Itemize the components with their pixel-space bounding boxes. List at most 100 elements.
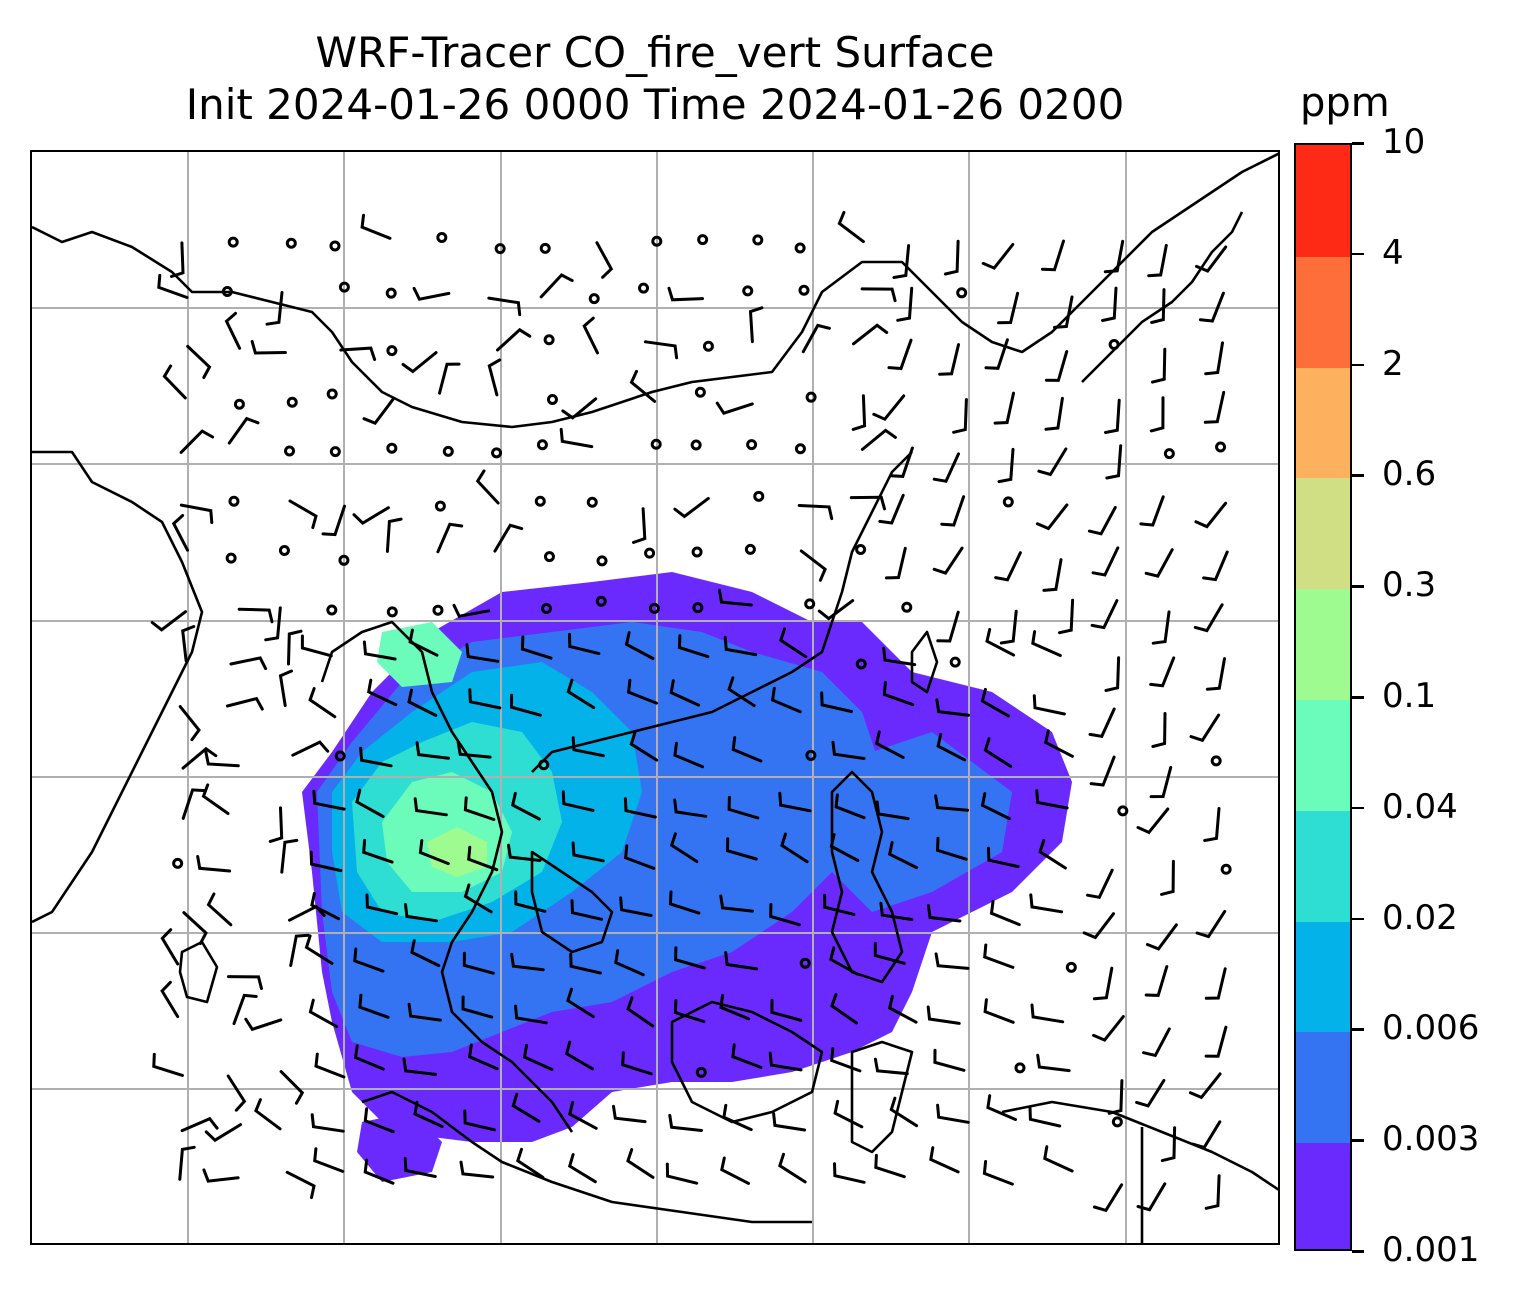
wind-barb — [475, 469, 500, 505]
wind-barb — [516, 1147, 545, 1179]
calm-wind-marker — [233, 398, 245, 410]
wind-barb — [1149, 656, 1176, 688]
wind-barb — [885, 546, 907, 580]
wind-barb — [983, 943, 1015, 969]
wind-barb — [1150, 288, 1166, 324]
plume-level-4b — [377, 622, 462, 687]
wind-barb — [1188, 1072, 1222, 1100]
wind-barb — [321, 504, 346, 537]
wind-barb — [232, 993, 258, 1026]
wind-barb — [770, 998, 803, 1022]
colorbar-tick — [1352, 252, 1364, 256]
wind-barb — [308, 998, 339, 1028]
calm-wind-marker — [1002, 496, 1014, 508]
wind-barb — [254, 1098, 282, 1131]
calm-wind-marker — [539, 242, 551, 254]
wind-barb — [837, 210, 865, 244]
wind-barb — [150, 610, 187, 632]
wind-barb — [1203, 390, 1226, 424]
wind-barb — [559, 427, 594, 449]
wind-barb — [1205, 657, 1226, 691]
wind-barb — [833, 1099, 864, 1129]
coastline-gulf-thailand — [530, 850, 614, 954]
calm-wind-marker — [695, 1066, 707, 1078]
wind-barb — [463, 883, 493, 914]
wind-barb — [1082, 912, 1115, 940]
wind-barb — [673, 741, 704, 769]
wind-barb — [1195, 245, 1228, 273]
wind-barb — [1041, 239, 1065, 272]
calm-wind-marker — [326, 604, 338, 616]
wind-barb — [879, 901, 914, 921]
wind-barb — [202, 1168, 240, 1183]
calm-wind-marker — [326, 388, 338, 400]
calm-wind-marker — [855, 543, 867, 555]
wind-barb — [1135, 1078, 1166, 1108]
wind-barb — [860, 428, 897, 451]
wind-barb — [407, 688, 438, 717]
wind-barb — [1101, 286, 1118, 322]
calm-wind-marker — [172, 857, 184, 869]
map-panel — [30, 150, 1280, 1245]
wind-barb — [1144, 965, 1169, 997]
wind-barb — [1037, 447, 1068, 477]
wind-barb — [1035, 503, 1069, 531]
wind-barb — [413, 797, 448, 817]
colorbar-tick-label: 0.3 — [1382, 565, 1437, 606]
calm-wind-marker — [1014, 1062, 1026, 1074]
wind-barb — [669, 832, 699, 863]
calm-wind-marker — [386, 442, 398, 454]
wind-barb — [769, 903, 801, 927]
wind-barb — [770, 686, 802, 714]
wind-barb — [362, 640, 397, 661]
wind-barb — [407, 1002, 442, 1022]
calm-wind-marker — [692, 602, 704, 614]
wind-barb — [181, 746, 218, 770]
calm-wind-marker — [546, 394, 558, 406]
wind-barb — [926, 904, 962, 923]
wind-barb — [768, 1051, 803, 1072]
wind-barb — [569, 952, 602, 975]
calm-wind-marker — [338, 281, 350, 293]
coastline-borneo — [670, 1000, 824, 1124]
wind-barb — [339, 346, 377, 361]
coastline-myanmar — [320, 620, 574, 1133]
calm-wind-marker — [901, 601, 913, 613]
wind-barb — [986, 1094, 1017, 1121]
wind-barb — [929, 1146, 960, 1174]
wind-barb — [952, 398, 968, 434]
wind-barb — [889, 1096, 919, 1128]
calm-wind-marker — [536, 439, 548, 451]
wind-barb — [291, 740, 330, 757]
wind-barb — [1203, 807, 1221, 842]
calm-wind-marker — [540, 602, 552, 614]
calm-wind-marker — [744, 543, 756, 555]
calm-wind-marker — [221, 286, 233, 298]
colorbar-tick — [1352, 363, 1364, 367]
calm-wind-marker — [334, 750, 346, 762]
wind-barb — [873, 1057, 909, 1076]
wind-barb — [989, 899, 1021, 927]
coastline-indochina — [531, 451, 913, 773]
wind-barb — [1194, 501, 1228, 529]
wind-barb — [1053, 295, 1074, 329]
coastline-korea-japan — [1081, 211, 1244, 383]
wind-barb — [851, 394, 867, 431]
wind-barb — [624, 631, 655, 660]
wind-barb — [668, 1113, 703, 1132]
wind-barb — [1149, 766, 1173, 799]
calm-wind-marker — [386, 345, 398, 357]
wind-barb — [507, 843, 542, 862]
wind-barb — [1044, 396, 1064, 431]
wind-barb — [982, 1160, 1014, 1186]
wind-barb — [933, 1048, 966, 1072]
wind-barb — [463, 796, 496, 821]
colorbar-tick — [1352, 585, 1364, 588]
coastline-taiwan — [910, 630, 939, 694]
wind-barb — [179, 503, 214, 524]
calm-wind-marker — [702, 340, 714, 352]
colorbar-segment — [1296, 255, 1350, 368]
wind-barb — [643, 340, 679, 360]
wind-barb — [1042, 558, 1063, 592]
wind-barb — [285, 1170, 316, 1200]
